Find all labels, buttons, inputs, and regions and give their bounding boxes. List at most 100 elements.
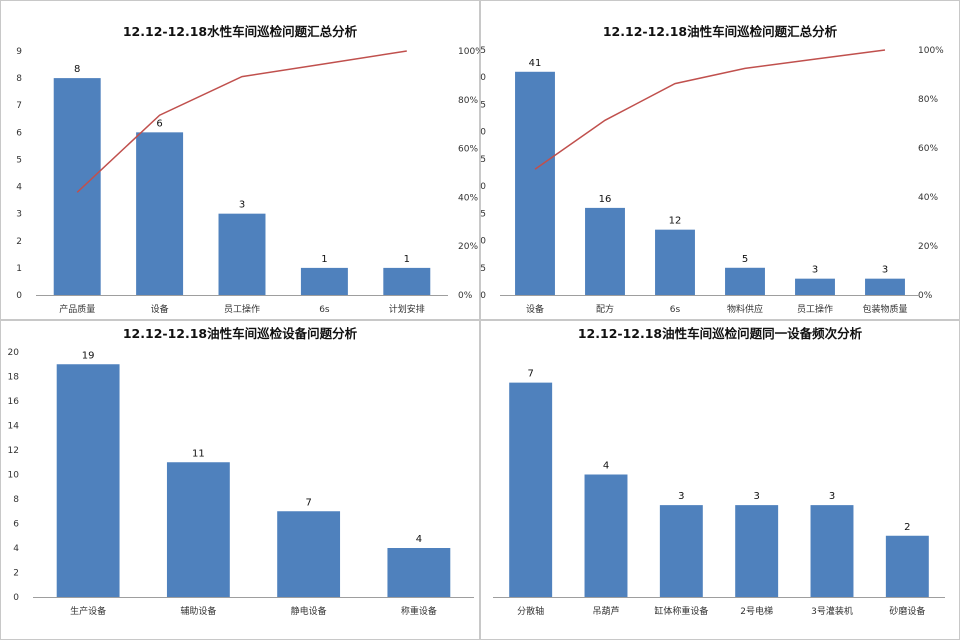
bar bbox=[725, 267, 765, 295]
bar bbox=[300, 267, 348, 295]
data-label: 3 bbox=[753, 491, 759, 502]
bar bbox=[659, 505, 703, 597]
chart-oil-equipment: 12.12-12.18油性车间巡检设备问题分析 0 2 4 6 8 10 12 14 16 18 20… bbox=[0, 320, 480, 640]
bar bbox=[885, 535, 929, 597]
y-tick-label: 30 bbox=[480, 128, 486, 138]
y-tick-label: 0 bbox=[13, 593, 19, 603]
chart-title: 12.12-12.18油性车间巡检问题同一设备频次分析 bbox=[578, 326, 863, 341]
bar bbox=[795, 278, 835, 295]
data-label: 7 bbox=[527, 369, 533, 380]
y-tick-label: 4 bbox=[13, 544, 19, 554]
data-label: 7 bbox=[305, 497, 311, 508]
category-label: 砂磨设备 bbox=[889, 605, 925, 617]
bar bbox=[383, 267, 431, 295]
y-tick-label: 0 bbox=[16, 291, 22, 301]
y-tick-label: 3 bbox=[16, 210, 22, 220]
y-tick-label: 10 bbox=[8, 471, 20, 481]
bar bbox=[218, 213, 266, 295]
data-label: 41 bbox=[529, 58, 542, 69]
y2-tick-label: 60% bbox=[918, 144, 938, 154]
panel-oil-summary: 12.12-12.18油性车间巡检问题汇总分析05101520253035404… bbox=[480, 0, 960, 320]
y2-tick-label: 40% bbox=[918, 193, 938, 203]
chart-water-summary: 12.12-12.18水性车间巡检问题汇总分析 0 1 2 3 4 5 6 7 8 9 0% 20% 40… bbox=[0, 0, 480, 320]
y-tick-label: 15 bbox=[480, 209, 486, 219]
y-tick-label: 20 bbox=[480, 182, 486, 192]
bar bbox=[136, 132, 184, 295]
data-label: 8 bbox=[74, 64, 80, 75]
bar bbox=[655, 229, 695, 295]
bar bbox=[166, 462, 230, 597]
y-tick-label: 6 bbox=[16, 128, 22, 138]
data-label: 6 bbox=[156, 118, 162, 129]
category-label: 物料供应 bbox=[727, 303, 763, 315]
cumulative-percent-line bbox=[534, 49, 886, 170]
data-label: 3 bbox=[882, 265, 888, 276]
y-tick-label: 14 bbox=[8, 422, 20, 432]
y2-tick-label: 40% bbox=[458, 193, 478, 203]
category-label: 计划安排 bbox=[389, 303, 425, 315]
bar bbox=[584, 474, 628, 597]
y-tick-label: 45 bbox=[480, 46, 486, 56]
y-tick-label: 10 bbox=[480, 237, 486, 247]
y2-tick-label: 0% bbox=[918, 291, 933, 301]
y-tick-label: 5 bbox=[480, 264, 486, 274]
chart-title: 12.12-12.18油性车间巡检问题汇总分析 bbox=[603, 24, 838, 39]
chart-title: 12.12-12.18水性车间巡检问题汇总分析 bbox=[123, 24, 358, 39]
y-tick-label: 4 bbox=[16, 183, 22, 193]
y2-tick-label: 0% bbox=[458, 291, 473, 301]
category-label: 员工操作 bbox=[224, 303, 260, 315]
category-label: 员工操作 bbox=[797, 303, 833, 315]
bar bbox=[277, 511, 341, 597]
y-tick-label: 2 bbox=[16, 237, 22, 247]
category-label: 6s bbox=[670, 305, 681, 315]
data-label: 12 bbox=[669, 216, 682, 227]
category-label: 缸体称重设备 bbox=[654, 605, 708, 617]
y-tick-label: 20 bbox=[8, 348, 20, 358]
y-tick-label: 25 bbox=[480, 155, 486, 165]
y-tick-label: 18 bbox=[8, 373, 20, 383]
bar bbox=[56, 364, 120, 597]
data-label: 1 bbox=[321, 254, 327, 265]
data-label: 16 bbox=[599, 194, 612, 205]
data-label: 11 bbox=[192, 448, 205, 459]
category-label: 产品质量 bbox=[59, 303, 95, 315]
category-label: 称重设备 bbox=[401, 605, 437, 617]
y-tick-label: 35 bbox=[480, 100, 486, 110]
bar bbox=[53, 78, 101, 295]
y-tick-label: 8 bbox=[13, 495, 19, 505]
data-label: 3 bbox=[678, 491, 684, 502]
data-label: 5 bbox=[742, 254, 748, 265]
chart-title: 12.12-12.18油性车间巡检设备问题分析 bbox=[123, 326, 358, 341]
bar bbox=[509, 382, 553, 597]
category-label: 配方 bbox=[596, 303, 614, 315]
category-label: 包装物质量 bbox=[862, 303, 907, 315]
bar bbox=[865, 278, 905, 295]
y2-tick-label: 80% bbox=[458, 96, 478, 106]
category-label: 吊葫芦 bbox=[592, 605, 619, 617]
bar bbox=[810, 505, 854, 597]
y-tick-label: 1 bbox=[16, 264, 22, 274]
y-tick-label: 12 bbox=[8, 446, 19, 456]
y-tick-label: 16 bbox=[8, 397, 20, 407]
category-label: 6s bbox=[319, 305, 330, 315]
category-label: 3号灌装机 bbox=[811, 605, 853, 617]
bar bbox=[735, 505, 779, 597]
data-label: 3 bbox=[239, 200, 245, 211]
bar bbox=[387, 548, 451, 597]
panel-oil-equipment: 12.12-12.18油性车间巡检设备问题分析 0 2 4 6 8 10 12 14 16 18 20… bbox=[0, 320, 480, 640]
chart-oil-same-equipment: 12.12-12.18油性车间巡检问题同一设备频次分析0123456787分散轴… bbox=[480, 320, 960, 640]
data-label: 2 bbox=[904, 522, 910, 533]
y2-tick-label: 100% bbox=[458, 47, 480, 57]
category-label: 静电设备 bbox=[291, 605, 327, 617]
category-label: 设备 bbox=[526, 303, 544, 315]
panel-border bbox=[0, 0, 480, 320]
y2-tick-label: 20% bbox=[458, 242, 478, 252]
data-label: 3 bbox=[812, 265, 818, 276]
y-tick-label: 9 bbox=[16, 47, 22, 57]
panel-oil-same-equipment: 12.12-12.18油性车间巡检问题同一设备频次分析0123456787分散轴… bbox=[480, 320, 960, 640]
y-tick-label: 8 bbox=[16, 74, 22, 84]
y-tick-label: 2 bbox=[13, 569, 19, 579]
category-label: 辅助设备 bbox=[180, 605, 216, 617]
y-tick-label: 40 bbox=[480, 73, 486, 83]
y-tick-label: 5 bbox=[16, 155, 22, 165]
